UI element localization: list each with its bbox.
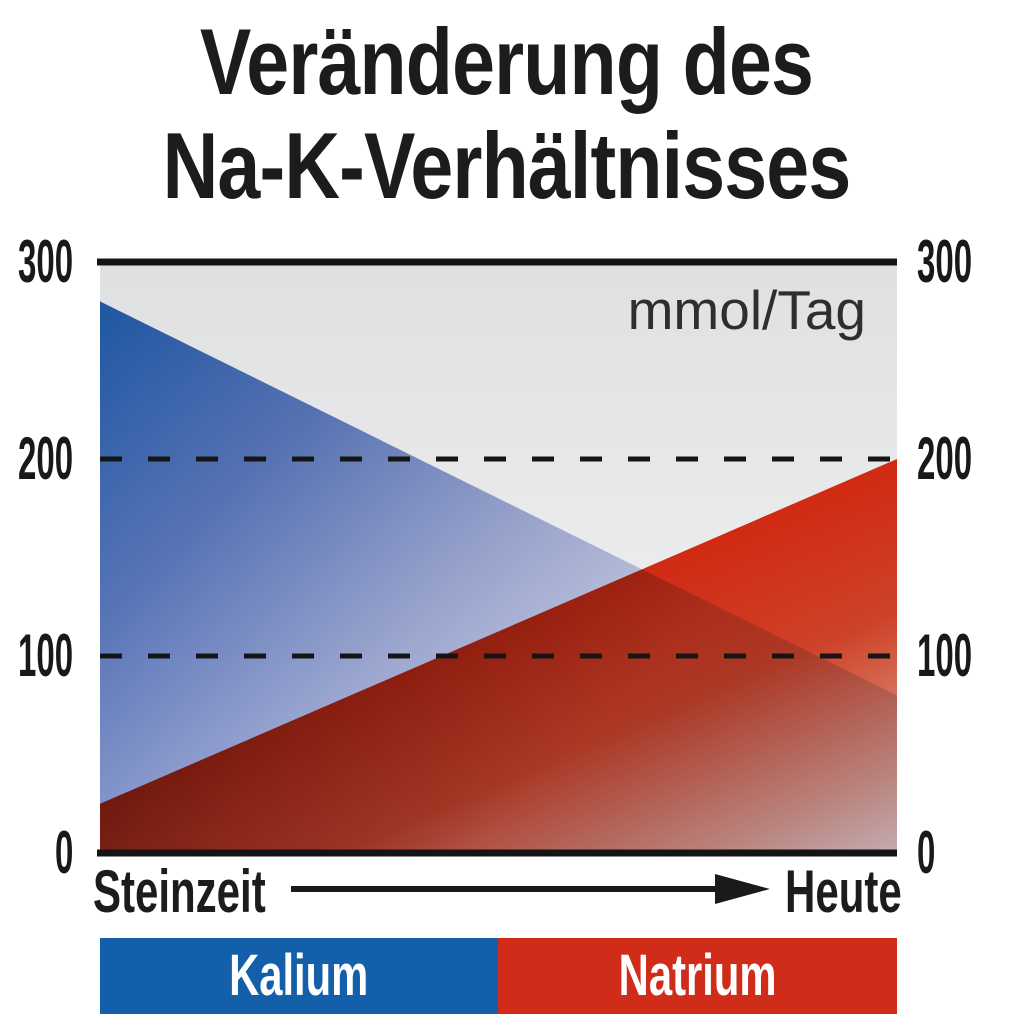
y-tick-label-right-200: 200 <box>917 425 973 492</box>
x-axis-arrow-icon <box>291 874 770 904</box>
legend-label-kalium: Kalium <box>229 943 369 1008</box>
y-tick-label-right-100: 100 <box>917 622 973 689</box>
y-tick-label-right-0: 0 <box>917 819 936 886</box>
chart-title: Veränderung des Na-K-Verhältnisses <box>0 10 1013 218</box>
legend-item-kalium: Kalium <box>100 938 498 1014</box>
dashed-gridlines <box>100 456 897 659</box>
y-tick-label-right-300: 300 <box>917 228 973 295</box>
x-axis-start-label: Steinzeit <box>93 858 266 925</box>
y-tick-label-left-100: 100 <box>17 622 73 689</box>
unit-label: mmol/Tag <box>627 279 866 341</box>
y-tick-label-left-300: 300 <box>17 228 73 295</box>
y-tick-label-left-200: 200 <box>17 425 73 492</box>
kalium-area <box>100 301 897 853</box>
chart-title-line-1: Veränderung des <box>199 9 814 114</box>
x-axis-end-label: Heute <box>785 858 902 925</box>
chart-title-line-2: Na-K-Verhältnisses <box>162 113 852 218</box>
legend-item-natrium: Natrium <box>498 938 897 1014</box>
legend-label-natrium: Natrium <box>618 943 777 1008</box>
legend: Kalium Natrium <box>100 938 897 1014</box>
y-tick-label-left-0: 0 <box>54 819 73 886</box>
